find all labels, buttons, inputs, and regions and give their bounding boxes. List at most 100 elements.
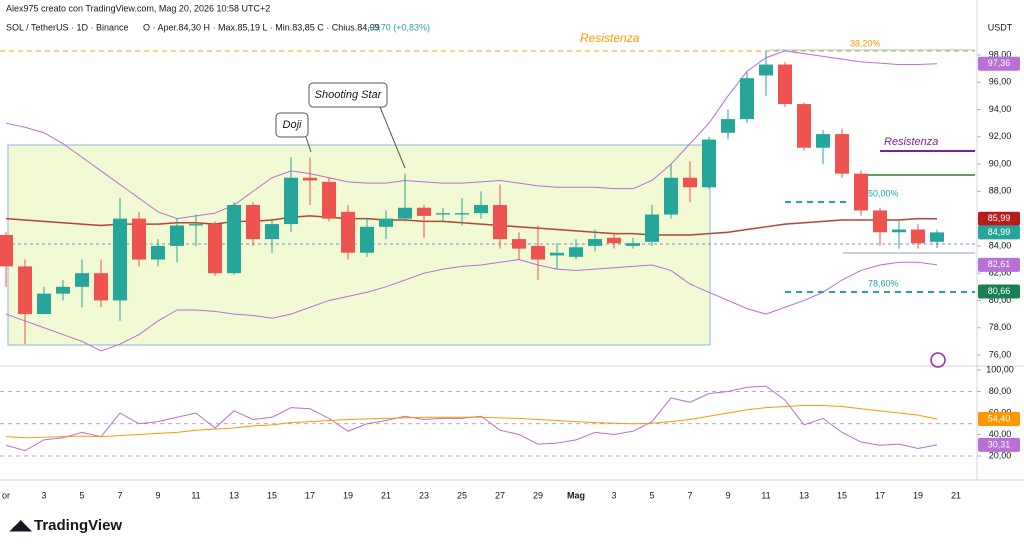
candle-body [645, 214, 659, 242]
candle-body [56, 286, 70, 294]
callout [275, 112, 309, 138]
candle-body [0, 235, 13, 267]
price-tag-label: 54,40 [988, 413, 1011, 423]
x-tick-label: 7 [687, 490, 692, 500]
candle-body [436, 213, 450, 215]
symbol: SOL / TetherUS · 1D · Binance [6, 22, 129, 32]
candle-body [835, 134, 849, 174]
price-tag [978, 437, 1020, 452]
candle-body [721, 119, 735, 133]
x-tick-label: 27 [495, 490, 505, 500]
candle-body [341, 211, 355, 253]
price-tag [978, 56, 1020, 71]
x-tick-label: 29 [533, 490, 543, 500]
candle-body [740, 78, 754, 120]
marks: 76,0078,0080,0082,0084,0086,0088,0090,00… [0, 49, 1020, 500]
candle-body [531, 245, 545, 260]
price-tag [978, 225, 1020, 240]
price-tag-label: 30,31 [988, 439, 1011, 449]
callout-text: Shooting Star [315, 89, 383, 101]
callout [308, 82, 388, 108]
x-tick-label: 3 [41, 490, 46, 500]
x-tick-label: 7 [117, 490, 122, 500]
alert-icon[interactable] [930, 352, 946, 368]
price-tag [978, 412, 1020, 427]
candle-body [607, 237, 621, 244]
y-tick-label: 84,00 [989, 240, 1012, 250]
x-tick-label: 15 [837, 490, 847, 500]
price-tag [978, 284, 1020, 299]
candle-body [683, 177, 697, 188]
candle-body [18, 266, 32, 315]
candle-body [208, 224, 222, 274]
line-series [5, 259, 938, 352]
fib-label: 50,00% [868, 188, 899, 198]
x-tick-label: 19 [343, 490, 353, 500]
fib-label: 38,20% [850, 38, 881, 48]
y-tick-label: 100,00 [986, 364, 1014, 374]
candle-body [892, 229, 906, 233]
candle-body [322, 181, 336, 219]
currency: USDT [988, 22, 1013, 32]
y-tick-label: 20,00 [989, 450, 1012, 460]
candle-body [360, 226, 374, 253]
y-tick-label: 98,00 [989, 49, 1012, 59]
candle-body [797, 104, 811, 148]
x-tick-label: 13 [799, 490, 809, 500]
price-tag [978, 211, 1020, 226]
y-tick-label: 76,00 [989, 349, 1012, 359]
candle-body [759, 64, 773, 76]
x-tick-label: or [2, 490, 10, 500]
brand: TradingView [34, 517, 122, 534]
x-tick-label: 11 [761, 490, 770, 500]
resistance-label: Resistenza [884, 136, 938, 148]
y-tick-label: 78,00 [989, 322, 1012, 332]
x-tick-label: 21 [381, 490, 391, 500]
candle-body [588, 239, 602, 246]
candle-body [474, 205, 488, 214]
candle-body [816, 134, 830, 148]
candle-body [455, 213, 469, 215]
candle-body [626, 243, 640, 246]
y-tick-label: 88,00 [989, 186, 1012, 196]
price-tag-label: 84,99 [988, 227, 1011, 237]
candle-body [854, 173, 868, 211]
candle-body [512, 239, 526, 249]
candle-body [911, 229, 925, 244]
candle-body [930, 232, 944, 242]
callout-pointer [379, 106, 406, 169]
candle-body [417, 207, 431, 216]
x-tick-label: 13 [229, 490, 239, 500]
y-tick-label: 94,00 [989, 104, 1012, 114]
x-tick-label: 11 [191, 490, 200, 500]
callout-pointer [305, 136, 312, 153]
price-tag [978, 257, 1020, 272]
candle-body [113, 218, 127, 301]
candle-body [873, 210, 887, 233]
x-tick-label: 5 [79, 490, 84, 500]
candle-body [151, 245, 165, 260]
fib-label: 78,60% [868, 278, 899, 288]
line-series [5, 215, 938, 236]
price-tag-label: 82,61 [988, 259, 1011, 269]
x-tick-label: 21 [951, 490, 961, 500]
candle-body [37, 293, 51, 315]
candle-body [303, 177, 317, 181]
candle-body [398, 207, 412, 219]
x-tick-label: 19 [913, 490, 923, 500]
y-tick-label: 96,00 [989, 77, 1012, 87]
candle-body [702, 139, 716, 188]
candle-body [284, 177, 298, 225]
x-tick-label: 3 [611, 490, 616, 500]
candle-body [246, 205, 260, 240]
x-tick-label: 25 [457, 490, 467, 500]
resistance-label: Resistenza [580, 31, 640, 45]
x-tick-label: 9 [155, 490, 160, 500]
candle-body [664, 177, 678, 215]
credit: Alex975 creato con TradingView.com, Mag … [6, 3, 270, 13]
ohlc: O · Aper.84,30 H · Max.85,19 L · Min.83,… [143, 22, 380, 32]
candle-body [265, 224, 279, 240]
candle-body [493, 205, 507, 240]
line-series [5, 404, 938, 439]
